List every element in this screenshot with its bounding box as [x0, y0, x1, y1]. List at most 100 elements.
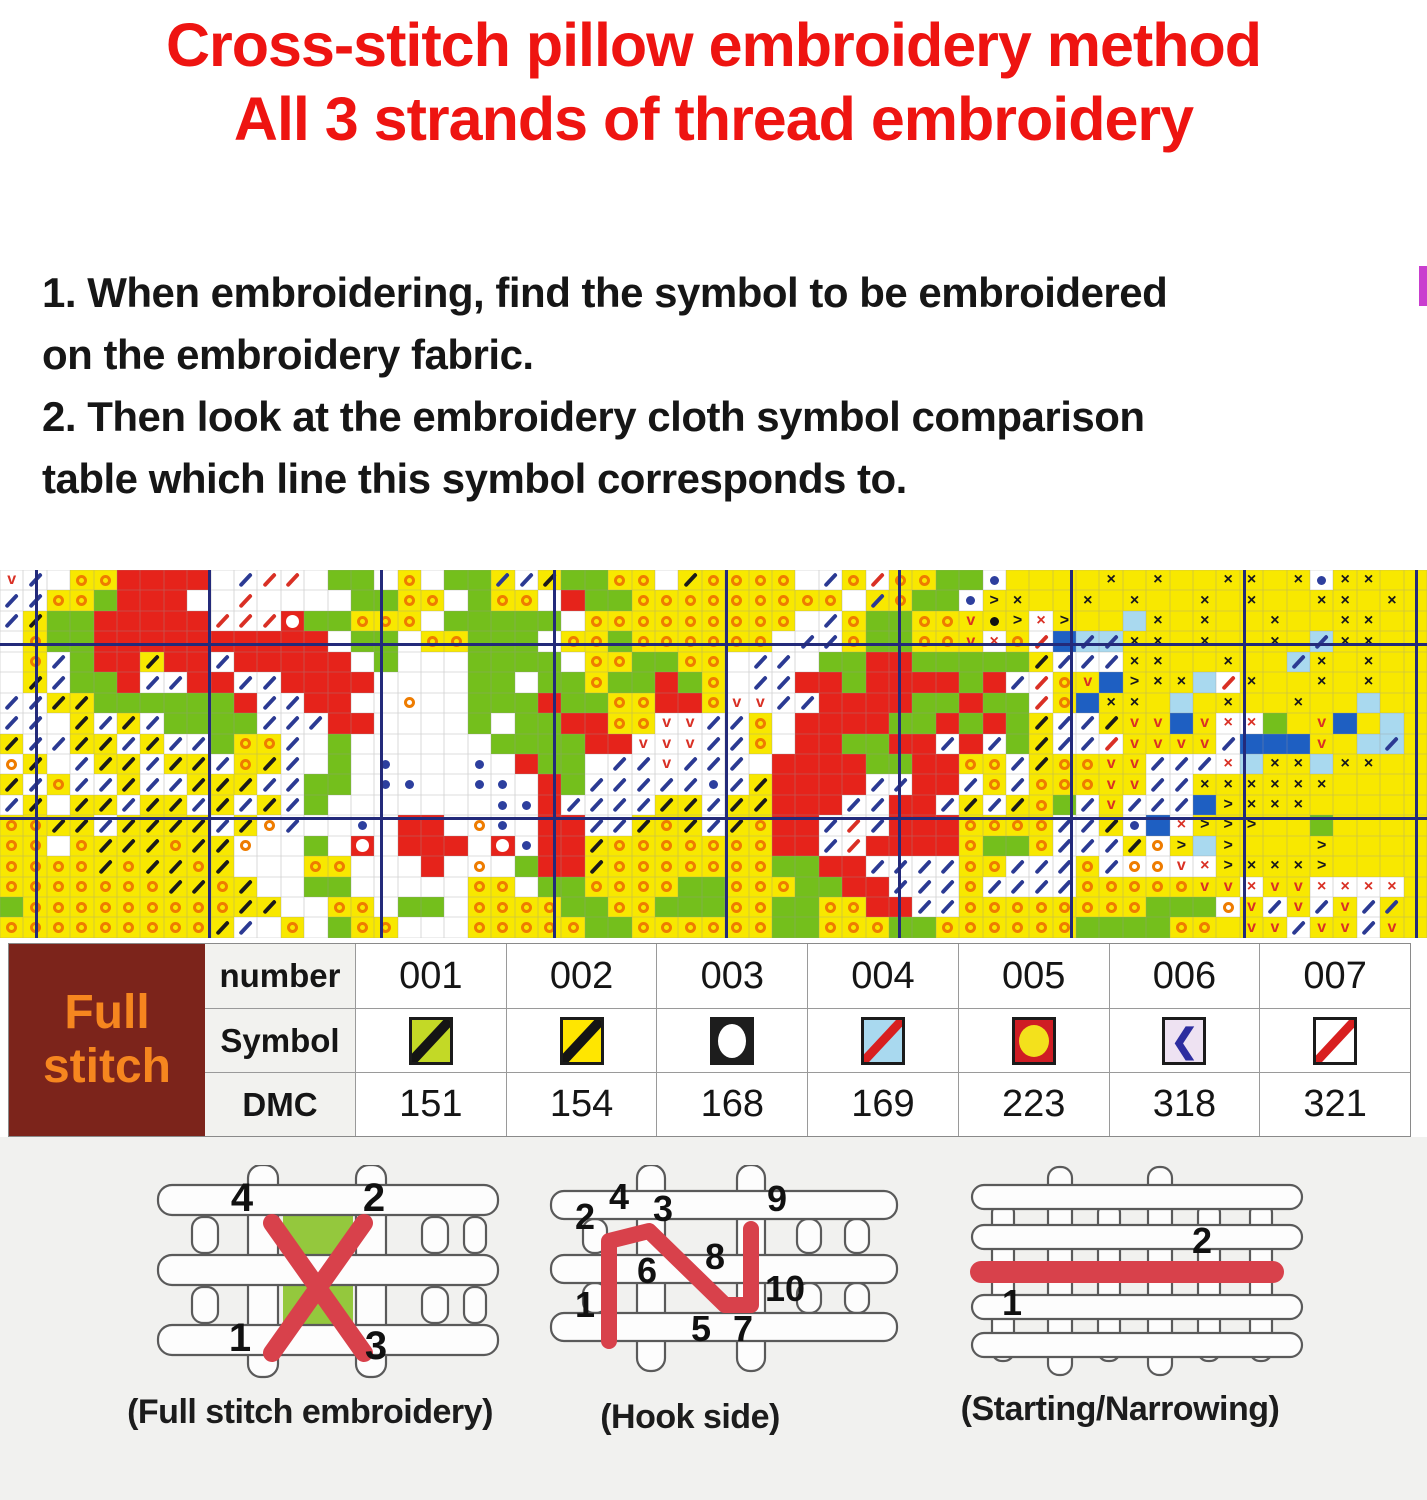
pattern-cell	[982, 733, 1006, 754]
pattern-glyph	[567, 636, 579, 648]
pattern-glyph: ×	[1363, 755, 1374, 773]
pattern-glyph	[168, 736, 183, 752]
pattern-glyph	[121, 797, 136, 813]
pattern-cell	[631, 590, 656, 611]
pattern-cell	[1239, 753, 1264, 775]
hook-side-diagram: 2 4 3 9 6 8 1 5 7 10	[549, 1165, 899, 1373]
pattern-cell	[1052, 631, 1077, 652]
pattern-cell	[631, 651, 656, 673]
pattern-glyph	[707, 676, 719, 688]
pattern-glyph	[989, 616, 999, 626]
pattern-glyph	[614, 697, 626, 709]
pattern-glyph	[684, 656, 696, 668]
pattern-cell	[163, 897, 188, 918]
pattern-glyph	[870, 797, 885, 813]
pattern-cell	[70, 897, 94, 918]
pattern-cell	[444, 753, 468, 775]
pattern-cell	[233, 794, 258, 816]
pattern-cell	[1263, 713, 1287, 734]
pattern-cell: ×	[1146, 631, 1170, 652]
pattern-glyph	[144, 797, 160, 813]
pattern-cell	[795, 917, 819, 938]
pattern-glyph	[216, 881, 228, 893]
pattern-glyph: ×	[1293, 775, 1303, 793]
pattern-cell	[233, 815, 258, 836]
pattern-cell	[1099, 815, 1123, 836]
stitch-symbol-icon	[408, 1016, 453, 1065]
chart-bold-vline	[898, 570, 901, 938]
pattern-glyph	[240, 758, 252, 770]
pattern-cell	[163, 651, 188, 673]
weave-mesh	[970, 1165, 1304, 1377]
pattern-cell	[187, 570, 211, 591]
pattern-cell	[795, 856, 819, 877]
pattern-glyph	[1080, 838, 1095, 854]
pattern-cell	[46, 897, 71, 918]
pattern-cell: v	[0, 570, 24, 591]
pattern-cell: ×	[1239, 856, 1264, 877]
pattern-glyph: ×	[1270, 796, 1280, 814]
pattern-glyph	[4, 593, 19, 609]
pattern-cell	[538, 610, 562, 632]
pattern-cell	[1239, 692, 1264, 714]
pattern-glyph	[52, 595, 64, 607]
pattern-cell: ×	[1263, 610, 1287, 632]
pattern-glyph	[263, 819, 275, 831]
pattern-cell	[912, 917, 936, 938]
pattern-glyph	[1291, 654, 1306, 670]
pattern-cell: v	[1169, 733, 1194, 754]
table-cell-symbol	[1108, 1008, 1260, 1072]
pattern-glyph	[1199, 922, 1211, 934]
pattern-cell: v	[725, 692, 749, 714]
pattern-cell	[818, 876, 843, 897]
pattern-cell	[1052, 774, 1077, 795]
pattern-cell	[46, 835, 71, 857]
pattern-cell: ×	[1380, 590, 1404, 611]
pattern-cell: v	[1216, 876, 1240, 897]
pattern-cell	[912, 897, 936, 918]
pattern-glyph	[121, 736, 136, 752]
pattern-cell	[1029, 590, 1053, 611]
pattern-cell	[561, 631, 585, 652]
pattern-glyph	[285, 614, 299, 628]
pattern-cell	[210, 590, 234, 611]
pattern-cell	[1169, 713, 1194, 734]
pattern-cell	[631, 856, 656, 877]
pattern-cell	[655, 917, 679, 938]
pattern-cell	[1029, 835, 1053, 857]
pattern-glyph	[475, 780, 485, 790]
pattern-cell	[350, 590, 375, 611]
pattern-cell	[842, 692, 866, 714]
pattern-cell	[608, 835, 632, 857]
pattern-glyph: ×	[1293, 755, 1303, 773]
pattern-cell	[444, 733, 468, 754]
pattern-cell	[210, 631, 234, 652]
pattern-glyph	[916, 879, 932, 895]
pattern-glyph	[612, 777, 628, 793]
pattern-cell	[701, 672, 726, 693]
pattern-cell: ×	[1263, 631, 1287, 652]
pattern-glyph	[168, 879, 183, 895]
pattern-cell	[93, 774, 117, 795]
pattern-cell	[959, 856, 983, 877]
pattern-cell	[1146, 590, 1170, 611]
pattern-glyph	[285, 818, 300, 833]
pattern-cell	[491, 590, 515, 611]
pattern-cell	[655, 610, 679, 632]
pattern-glyph	[682, 818, 698, 833]
pattern-cell: v	[1239, 897, 1264, 918]
pattern-cell	[421, 897, 445, 918]
pattern-glyph	[1174, 777, 1189, 793]
pattern-glyph	[1058, 901, 1070, 913]
pattern-cell	[93, 570, 117, 591]
pattern-glyph	[614, 574, 626, 586]
pattern-glyph: >	[989, 591, 999, 609]
pattern-glyph: v	[1340, 898, 1350, 916]
pattern-glyph	[497, 881, 509, 893]
pattern-glyph	[824, 595, 836, 607]
pattern-glyph	[988, 758, 1000, 770]
pattern-cell	[771, 610, 796, 632]
pattern-cell	[865, 692, 889, 714]
pattern-cell: v	[1380, 917, 1404, 938]
pattern-cell	[374, 672, 398, 693]
